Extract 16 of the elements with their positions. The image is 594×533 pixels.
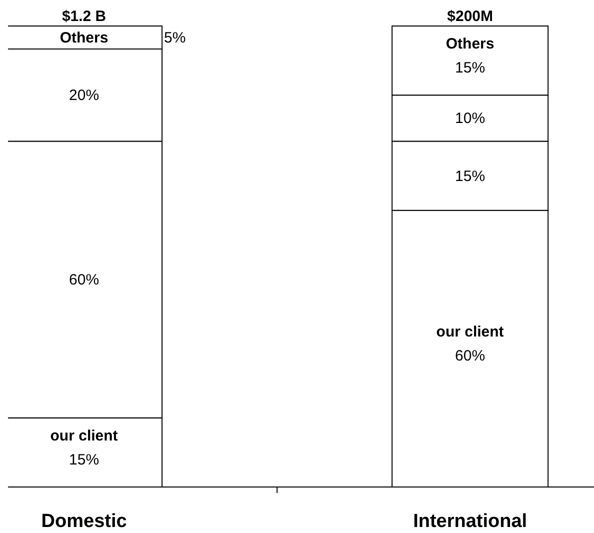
x-tick-label: International	[413, 511, 528, 532]
data-label: 15%	[455, 168, 486, 185]
data-label: 60%	[69, 272, 100, 289]
series-label: our client	[50, 427, 118, 444]
text: Others	[446, 36, 494, 53]
text: our client	[436, 324, 504, 341]
annotation: $200M	[447, 8, 494, 25]
data-label: 60%	[455, 348, 486, 365]
data-label: 10%	[455, 110, 486, 128]
x-tick-label: Domestic	[41, 511, 128, 532]
data-label: 15%	[455, 60, 486, 77]
annotation: $1.2 B	[62, 8, 106, 25]
series-label: Others	[60, 30, 108, 47]
data-label: 5%	[164, 30, 186, 47]
data-label: 15%	[69, 451, 100, 468]
data-label: 20%	[69, 87, 100, 104]
